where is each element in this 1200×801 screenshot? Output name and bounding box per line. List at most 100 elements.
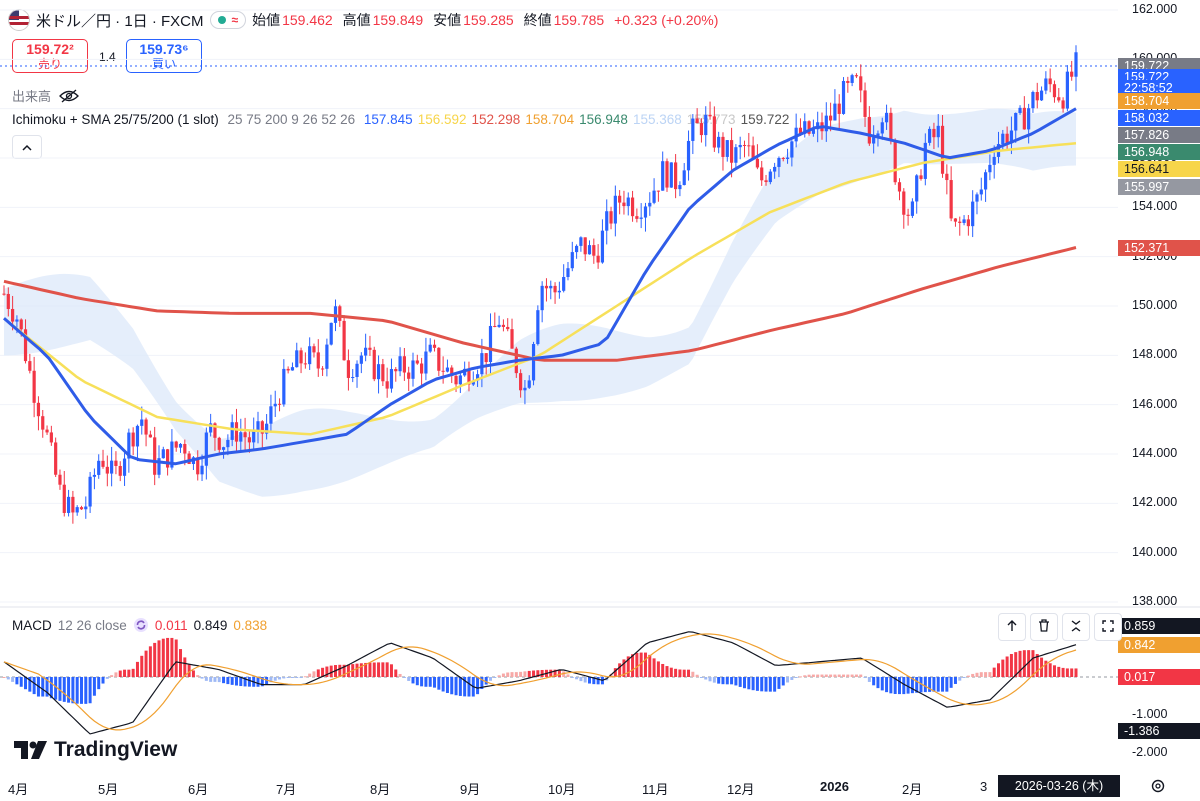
sell-button[interactable]: 159.72² 売り xyxy=(12,39,88,73)
macd-histogram-bar xyxy=(402,677,406,678)
refresh-icon[interactable] xyxy=(133,617,149,633)
macd-histogram-bar xyxy=(1048,663,1052,677)
macd-histogram-bar xyxy=(691,671,695,677)
macd-histogram-bar xyxy=(850,674,854,677)
candle-body xyxy=(15,319,19,322)
maximize-icon xyxy=(1102,620,1114,632)
macd-histogram-bar xyxy=(1009,653,1013,677)
volume-label: 出来高 xyxy=(12,89,52,104)
candle-body xyxy=(269,406,273,424)
macd-histogram-bar xyxy=(678,669,682,677)
candle-body xyxy=(282,368,286,405)
time-axis-label: 10月 xyxy=(548,782,576,797)
candle-body xyxy=(549,285,553,289)
macd-histogram-bar xyxy=(863,677,867,679)
candle-body xyxy=(897,182,902,192)
macd-histogram-bar xyxy=(213,677,217,682)
indicator-value: 159.722 xyxy=(740,112,790,127)
delete-pane-button[interactable] xyxy=(1030,613,1058,641)
macd-histogram-bar xyxy=(131,668,135,677)
macd-legend[interactable]: MACD 12 26 close 0.011 0.849 0.838 xyxy=(12,617,273,633)
macd-histogram-bar xyxy=(906,677,910,694)
macd-histogram-bar xyxy=(41,677,45,697)
macd-histogram-bar xyxy=(566,674,570,677)
candle-body xyxy=(971,201,975,227)
macd-histogram-bar xyxy=(75,677,79,704)
macd-histogram-bar xyxy=(222,677,226,684)
candle-body xyxy=(364,347,368,356)
indicator-value: 152.298 xyxy=(471,112,521,127)
macd-histogram-bar xyxy=(1005,656,1009,677)
candle-body xyxy=(889,112,893,141)
settings-gear-icon[interactable] xyxy=(1150,778,1166,794)
candle-body xyxy=(932,128,936,138)
macd-histogram-bar xyxy=(992,667,996,677)
price-tag: 152.371 xyxy=(1118,239,1200,256)
time-axis-label: 11月 xyxy=(642,782,669,797)
macd-histogram-bar xyxy=(583,677,587,683)
time-axis-label: 6月 xyxy=(188,782,209,797)
candle-body xyxy=(170,441,174,468)
ichimoku-cloud xyxy=(4,108,1076,497)
macd-histogram-bar xyxy=(988,672,992,677)
market-status-pill[interactable]: ≈ xyxy=(209,11,247,29)
macd-histogram-bar xyxy=(540,669,544,677)
candle-body xyxy=(777,157,781,167)
macd-histogram-bar xyxy=(867,677,871,682)
candle-body xyxy=(1001,133,1005,145)
buy-button[interactable]: 159.73⁶ 買い xyxy=(126,39,202,73)
macd-histogram-bar xyxy=(278,677,282,680)
macd-histogram-bar xyxy=(196,675,200,677)
macd-histogram-bar xyxy=(148,646,152,677)
macd-histogram-bar xyxy=(303,676,307,678)
eye-hidden-icon[interactable] xyxy=(59,89,79,103)
macd-histogram-bar xyxy=(450,677,454,695)
candle-body xyxy=(605,211,609,231)
candle-body xyxy=(187,453,191,465)
candle-body xyxy=(480,353,484,375)
candle-body xyxy=(979,189,983,195)
tradingview-logo[interactable]: TradingView xyxy=(14,738,177,762)
macd-histogram-bar xyxy=(62,677,66,702)
macd-histogram-bar xyxy=(19,677,23,687)
candle-body xyxy=(1005,133,1009,144)
candle-body xyxy=(1065,71,1069,109)
price-tag: 158.704 xyxy=(1118,92,1200,109)
macd-histogram-bar xyxy=(910,677,914,694)
candle-body xyxy=(639,217,643,219)
candle-body xyxy=(988,164,992,173)
maximize-pane-button[interactable] xyxy=(1094,613,1122,641)
macd-histogram-bar xyxy=(596,677,600,685)
candle-body xyxy=(544,285,549,289)
macd-histogram-bar xyxy=(613,668,617,677)
macd-histogram-bar xyxy=(669,667,673,677)
candle-body xyxy=(342,320,346,361)
candle-body xyxy=(428,344,432,352)
pane-toolbar xyxy=(998,613,1122,641)
us-flag-icon xyxy=(8,9,30,31)
candle-body xyxy=(454,375,458,385)
candle-body xyxy=(325,344,329,369)
macd-histogram-bar xyxy=(708,677,712,682)
candle-body xyxy=(1070,71,1074,77)
macd-histogram-bar xyxy=(346,664,350,677)
macd-histogram-bar xyxy=(979,672,983,677)
candle-body xyxy=(785,157,790,159)
candle-body xyxy=(708,114,712,117)
move-up-button[interactable] xyxy=(998,613,1026,641)
indicator-legend[interactable]: Ichimoku + SMA 25/75/200 (1 slot) 25 75 … xyxy=(12,112,799,127)
collapse-pane-button[interactable] xyxy=(1062,613,1090,641)
candle-body xyxy=(717,136,721,148)
symbol-title[interactable]: 米ドル／円 · 1日 · FXCM xyxy=(36,12,204,30)
macd-histogram-bar xyxy=(123,669,127,677)
candle-body xyxy=(450,367,454,376)
macd-histogram-bar xyxy=(717,677,721,684)
candle-body xyxy=(247,437,251,443)
macd-histogram-bar xyxy=(665,666,669,677)
candle-body xyxy=(308,346,312,365)
macd-histogram-bar xyxy=(928,677,932,692)
spread-value: 1.4 xyxy=(99,50,116,64)
candle-body xyxy=(906,214,910,216)
candle-body xyxy=(110,460,114,474)
